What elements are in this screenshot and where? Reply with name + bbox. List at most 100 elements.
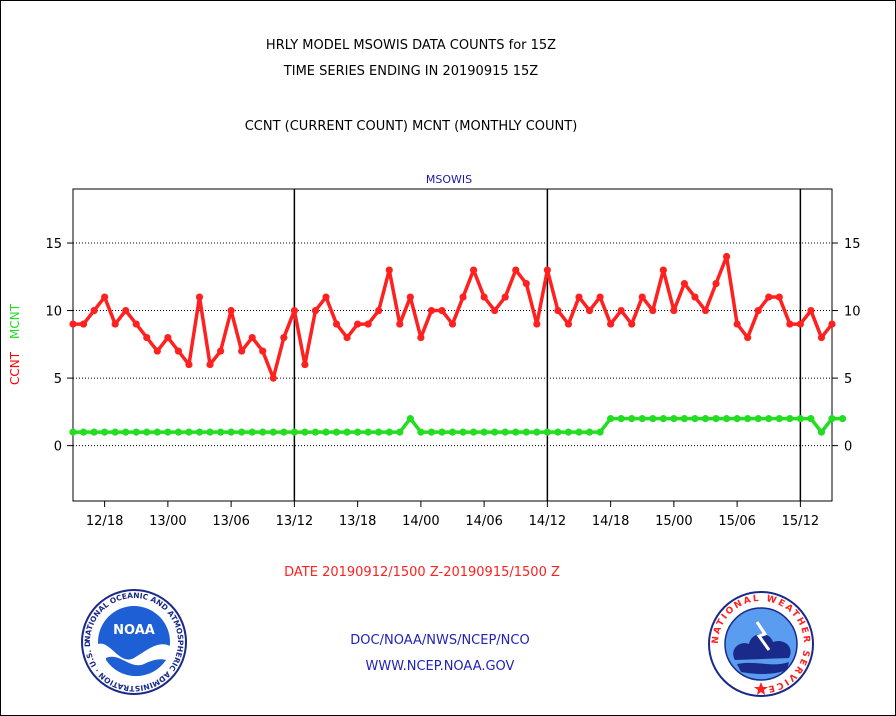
data-point-ccnt-6 bbox=[132, 320, 140, 328]
y-tick-label-left-5: 5 bbox=[54, 372, 62, 387]
data-point-mcnt-41 bbox=[501, 428, 509, 436]
series-layer bbox=[69, 252, 847, 436]
data-point-ccnt-54 bbox=[638, 293, 646, 301]
data-point-mcnt-1 bbox=[79, 428, 88, 436]
data-point-ccnt-45 bbox=[543, 266, 551, 274]
series-mcnt bbox=[69, 415, 847, 436]
data-point-ccnt-59 bbox=[691, 293, 699, 301]
data-point-ccnt-27 bbox=[354, 320, 362, 328]
data-point-mcnt-47 bbox=[564, 428, 573, 436]
data-point-mcnt-43 bbox=[522, 428, 530, 436]
data-point-ccnt-7 bbox=[143, 333, 151, 342]
x-tick-label-14-18: 14/18 bbox=[592, 514, 629, 529]
data-point-ccnt-57 bbox=[670, 306, 678, 315]
data-point-ccnt-69 bbox=[796, 320, 804, 328]
data-point-ccnt-70 bbox=[807, 306, 815, 315]
data-point-mcnt-15 bbox=[227, 428, 235, 436]
data-point-ccnt-67 bbox=[775, 293, 783, 301]
data-point-mcnt-59 bbox=[691, 415, 699, 423]
data-point-mcnt-29 bbox=[375, 428, 383, 436]
data-point-ccnt-19 bbox=[269, 374, 277, 382]
data-point-mcnt-39 bbox=[480, 428, 488, 436]
data-point-ccnt-25 bbox=[332, 320, 341, 328]
data-point-ccnt-71 bbox=[817, 333, 826, 342]
data-point-ccnt-20 bbox=[280, 333, 288, 342]
data-point-mcnt-21 bbox=[290, 428, 298, 436]
data-point-mcnt-35 bbox=[438, 428, 446, 436]
x-tick-label-14-00: 14/00 bbox=[402, 514, 439, 529]
data-point-ccnt-10 bbox=[174, 347, 183, 355]
data-point-ccnt-38 bbox=[469, 266, 478, 274]
data-point-ccnt-5 bbox=[122, 306, 130, 315]
data-point-mcnt-8 bbox=[153, 428, 161, 436]
x-tick-label-13-12: 13/12 bbox=[276, 514, 313, 529]
data-point-mcnt-3 bbox=[101, 428, 109, 436]
data-point-mcnt-40 bbox=[491, 428, 499, 436]
data-point-mcnt-37 bbox=[459, 428, 467, 436]
data-point-mcnt-7 bbox=[143, 428, 151, 436]
data-point-ccnt-36 bbox=[448, 320, 457, 328]
data-point-mcnt-10 bbox=[174, 428, 183, 436]
data-point-ccnt-51 bbox=[607, 320, 615, 328]
data-point-mcnt-27 bbox=[354, 428, 362, 436]
data-point-mcnt-48 bbox=[575, 428, 583, 436]
panel-title: MSOWIS bbox=[425, 173, 473, 186]
data-point-ccnt-50 bbox=[596, 293, 604, 301]
chart-title-line-1: HRLY MODEL MSOWIS DATA COUNTS for 15Z bbox=[265, 38, 557, 53]
data-point-ccnt-49 bbox=[585, 306, 594, 315]
chart-title-line-2: TIME SERIES ENDING IN 20190915 15Z bbox=[283, 64, 539, 79]
data-point-mcnt-11 bbox=[185, 428, 193, 436]
data-point-ccnt-17 bbox=[248, 333, 256, 342]
x-tick-label-15-00: 15/00 bbox=[655, 514, 692, 529]
data-point-ccnt-24 bbox=[322, 293, 330, 301]
data-point-mcnt-24 bbox=[322, 428, 330, 436]
footer-org-line: DOC/NOAA/NWS/NCEP/NCO bbox=[350, 633, 530, 648]
data-point-ccnt-56 bbox=[659, 266, 667, 274]
data-point-ccnt-68 bbox=[786, 320, 794, 328]
data-point-mcnt-28 bbox=[364, 428, 372, 436]
data-point-mcnt-34 bbox=[427, 428, 436, 436]
data-point-ccnt-15 bbox=[227, 306, 235, 315]
data-point-mcnt-33 bbox=[417, 428, 425, 436]
data-point-ccnt-9 bbox=[164, 333, 172, 342]
y-tick-label-left-10: 10 bbox=[45, 305, 62, 320]
data-point-ccnt-11 bbox=[185, 360, 193, 369]
data-point-ccnt-23 bbox=[311, 306, 320, 315]
x-tick-label-12-18: 12/18 bbox=[86, 514, 123, 529]
data-point-mcnt-14 bbox=[216, 428, 225, 436]
data-point-ccnt-3 bbox=[101, 293, 109, 301]
data-point-ccnt-66 bbox=[765, 293, 773, 301]
data-point-ccnt-46 bbox=[554, 306, 562, 315]
data-point-mcnt-4 bbox=[111, 428, 119, 436]
data-point-ccnt-34 bbox=[427, 306, 436, 315]
x-tick-label-15-06: 15/06 bbox=[718, 514, 755, 529]
data-point-mcnt-36 bbox=[448, 428, 457, 436]
data-point-ccnt-37 bbox=[459, 293, 467, 301]
data-point-mcnt-70 bbox=[807, 415, 815, 423]
data-point-mcnt-12 bbox=[195, 428, 204, 436]
data-point-ccnt-29 bbox=[375, 306, 383, 315]
data-point-mcnt-61 bbox=[712, 415, 720, 423]
data-point-ccnt-55 bbox=[649, 306, 657, 315]
data-point-mcnt-46 bbox=[554, 428, 562, 436]
data-point-mcnt-63 bbox=[733, 415, 741, 423]
data-point-ccnt-39 bbox=[480, 293, 488, 301]
data-point-mcnt-9 bbox=[164, 428, 172, 436]
y-tick-label-right-10: 10 bbox=[844, 305, 861, 320]
data-point-mcnt-22 bbox=[301, 428, 309, 436]
data-point-mcnt-66 bbox=[765, 415, 773, 423]
data-point-ccnt-32 bbox=[406, 293, 414, 301]
data-point-mcnt-71 bbox=[817, 428, 826, 436]
data-point-mcnt-2 bbox=[90, 428, 98, 436]
y-tick-label-left-0: 0 bbox=[54, 440, 62, 455]
grid-lines bbox=[73, 242, 832, 447]
data-point-ccnt-21 bbox=[290, 306, 298, 315]
data-point-mcnt-73 bbox=[838, 415, 847, 423]
data-point-ccnt-35 bbox=[438, 306, 446, 315]
data-point-ccnt-62 bbox=[722, 252, 731, 261]
data-point-mcnt-18 bbox=[259, 428, 267, 436]
data-point-mcnt-52 bbox=[617, 415, 625, 423]
data-point-ccnt-43 bbox=[522, 279, 530, 288]
series-ccnt bbox=[69, 252, 836, 382]
